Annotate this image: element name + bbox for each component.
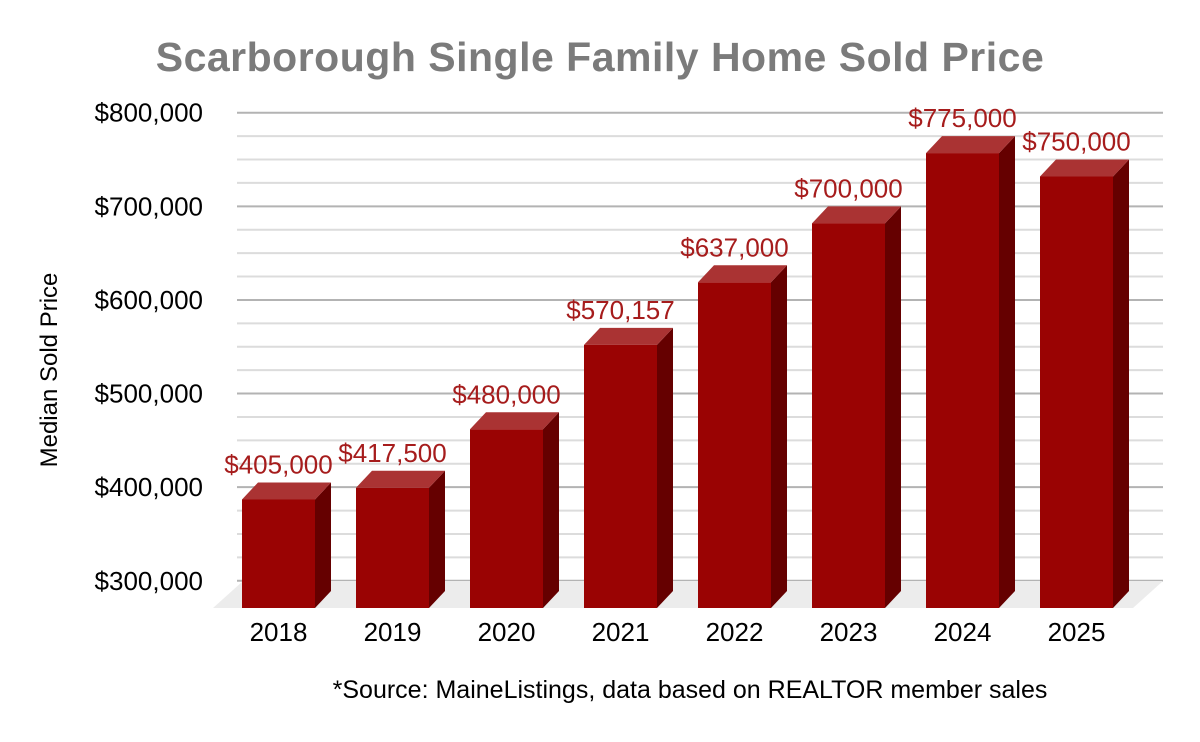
bar-front-face-2020 bbox=[470, 429, 543, 608]
x-tick-label-2024: 2024 bbox=[934, 617, 992, 647]
bar-side-face-2025 bbox=[1113, 159, 1129, 608]
bar-top-face-2021 bbox=[584, 327, 673, 345]
bar-side-face-2021 bbox=[657, 327, 673, 608]
x-tick-label-2025: 2025 bbox=[1048, 617, 1106, 647]
bar-front-face-2025 bbox=[1040, 176, 1113, 608]
chart-title: Scarborough Single Family Home Sold Pric… bbox=[155, 34, 1045, 80]
y-tick-label: $500,000 bbox=[95, 379, 203, 409]
bar-top-face-2020 bbox=[470, 412, 559, 430]
x-tick-label-2023: 2023 bbox=[820, 617, 878, 647]
bar-side-face-2024 bbox=[999, 136, 1015, 609]
bar-front-face-2019 bbox=[356, 487, 429, 608]
bar-front-face-2021 bbox=[584, 344, 657, 608]
bar-front-face-2018 bbox=[242, 499, 315, 608]
bar-value-label-2022: $637,000 bbox=[680, 232, 788, 262]
bar-top-face-2025 bbox=[1040, 159, 1129, 177]
x-tick-label-2020: 2020 bbox=[478, 617, 536, 647]
bar-top-face-2024 bbox=[926, 136, 1015, 154]
y-tick-label: $700,000 bbox=[95, 191, 203, 221]
bar-front-face-2022 bbox=[698, 282, 771, 608]
bar-value-label-2025: $750,000 bbox=[1022, 127, 1130, 157]
bar-side-face-2020 bbox=[543, 412, 559, 608]
source-note: *Source: MaineListings, data based on RE… bbox=[332, 676, 1048, 704]
y-tick-label: $400,000 bbox=[95, 472, 203, 502]
chart-floor bbox=[213, 581, 1163, 608]
bar-value-label-2024: $775,000 bbox=[908, 103, 1016, 133]
bar-side-face-2019 bbox=[429, 470, 445, 608]
bar-value-label-2020: $480,000 bbox=[452, 379, 560, 409]
bar-front-face-2023 bbox=[812, 223, 885, 608]
bar-value-label-2023: $700,000 bbox=[794, 173, 902, 203]
y-tick-label: $800,000 bbox=[95, 98, 203, 128]
bar-top-face-2019 bbox=[356, 470, 445, 488]
bar-value-label-2019: $417,500 bbox=[338, 438, 446, 468]
x-tick-label-2018: 2018 bbox=[250, 617, 308, 647]
bar-side-face-2023 bbox=[885, 206, 901, 608]
bar-front-face-2024 bbox=[926, 153, 999, 609]
bar-side-face-2022 bbox=[771, 265, 787, 608]
x-tick-label-2021: 2021 bbox=[592, 617, 650, 647]
bar-value-label-2021: $570,157 bbox=[566, 295, 674, 325]
bar-top-face-2022 bbox=[698, 265, 787, 283]
y-tick-label: $300,000 bbox=[95, 566, 203, 596]
y-tick-label: $600,000 bbox=[95, 285, 203, 315]
bar-value-label-2018: $405,000 bbox=[224, 449, 332, 479]
bar-top-face-2018 bbox=[242, 482, 331, 500]
bar-side-face-2018 bbox=[315, 482, 331, 608]
x-tick-label-2022: 2022 bbox=[706, 617, 764, 647]
bar-top-face-2023 bbox=[812, 206, 901, 224]
x-tick-label-2019: 2019 bbox=[364, 617, 422, 647]
